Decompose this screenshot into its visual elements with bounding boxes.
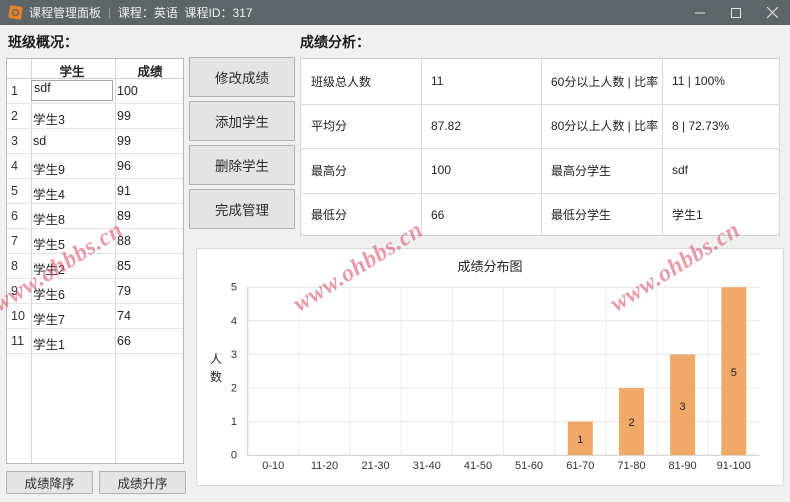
svg-text:3: 3	[680, 401, 686, 413]
svg-text:31-40: 31-40	[413, 460, 441, 472]
svg-text:2: 2	[628, 417, 634, 429]
svg-text:61-70: 61-70	[566, 460, 594, 472]
svg-text:3: 3	[231, 349, 237, 361]
svg-text:0: 0	[231, 450, 237, 462]
svg-text:数: 数	[210, 369, 222, 384]
svg-text:2: 2	[231, 383, 237, 395]
svg-text:21-30: 21-30	[362, 460, 390, 472]
svg-text:0-10: 0-10	[262, 460, 284, 472]
svg-text:41-50: 41-50	[464, 460, 492, 472]
svg-text:1: 1	[231, 416, 237, 428]
svg-text:81-90: 81-90	[669, 460, 697, 472]
svg-text:1: 1	[577, 434, 583, 446]
svg-text:人: 人	[210, 352, 222, 366]
svg-text:51-60: 51-60	[515, 460, 543, 472]
svg-text:11-20: 11-20	[311, 460, 338, 472]
svg-text:5: 5	[731, 367, 737, 379]
svg-text:91-100: 91-100	[717, 460, 751, 472]
svg-text:4: 4	[231, 315, 237, 327]
svg-text:71-80: 71-80	[617, 460, 645, 472]
svg-text:5: 5	[231, 282, 237, 294]
